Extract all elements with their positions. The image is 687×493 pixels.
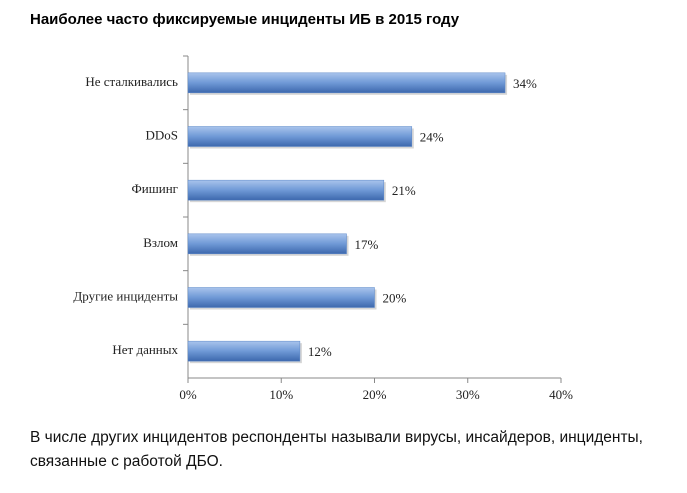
value-label: 20% (383, 290, 407, 305)
y-tick-label: Другие инциденты (73, 288, 178, 303)
y-tick-label: Фишинг (132, 181, 178, 196)
bar (187, 72, 506, 94)
bar (187, 340, 301, 362)
x-tick-label: 40% (549, 387, 573, 402)
chart-title: Наиболее часто фиксируемые инциденты ИБ … (30, 11, 460, 28)
chart: Наиболее часто фиксируемые инциденты ИБ … (30, 11, 573, 402)
value-label: 24% (420, 129, 444, 144)
value-label: 21% (392, 183, 416, 198)
x-tick-label: 0% (179, 387, 197, 402)
bar (187, 287, 375, 308)
x-tick-label: 20% (363, 387, 387, 402)
x-tick-label: 30% (456, 387, 480, 402)
y-tick-label: Не сталкивались (85, 74, 178, 89)
caption: В числе других инцидентов респонденты на… (30, 429, 643, 470)
value-label: 17% (355, 237, 379, 252)
value-label: 12% (308, 344, 332, 359)
y-tick-label: Взлом (143, 235, 178, 250)
bar (187, 179, 385, 201)
y-tick-label: Нет данных (112, 342, 178, 357)
bar (187, 126, 413, 147)
y-tick-label: DDoS (145, 127, 178, 142)
bar (187, 233, 347, 255)
value-label: 34% (513, 76, 537, 91)
x-tick-label: 10% (269, 387, 293, 402)
